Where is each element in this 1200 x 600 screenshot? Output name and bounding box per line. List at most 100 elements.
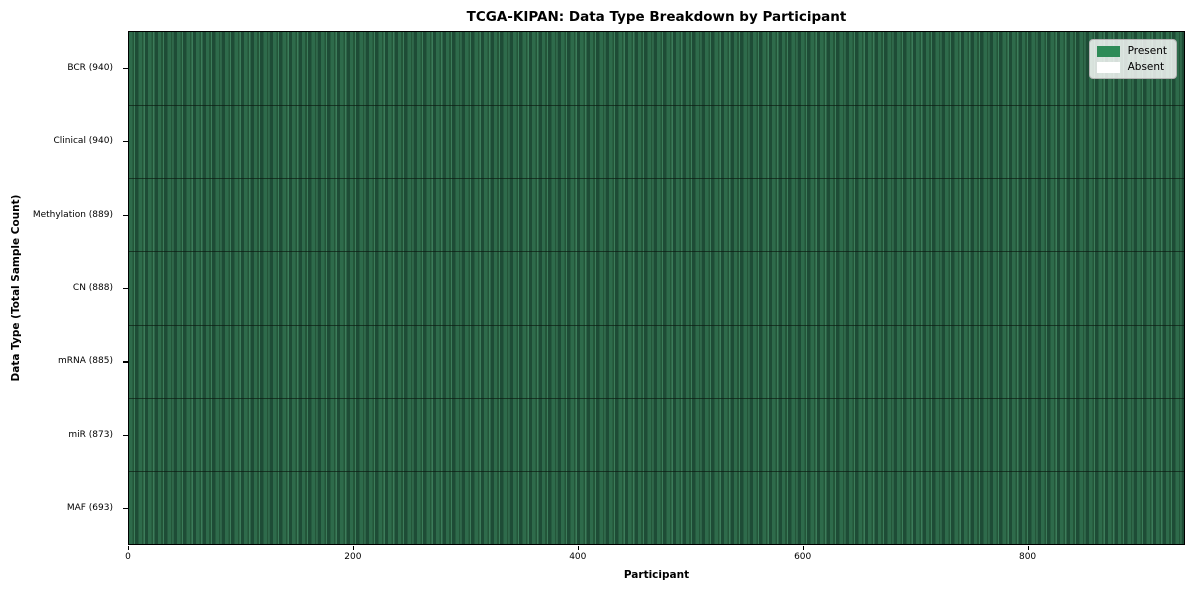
absent-stripe xyxy=(178,472,180,544)
absent-stripe xyxy=(196,252,198,324)
absent-stripe xyxy=(374,472,385,544)
absent-stripe xyxy=(1008,399,1021,471)
absent-stripe xyxy=(584,472,594,544)
absent-stripe xyxy=(555,252,557,324)
y-tick-label: mRNA (885) xyxy=(58,356,113,367)
x-tick-mark xyxy=(1027,546,1029,550)
plot-area: Present Absent xyxy=(128,31,1185,545)
absent-stripe xyxy=(826,399,828,471)
absent-stripe xyxy=(751,472,766,544)
x-tick-mark xyxy=(352,546,355,550)
absent-stripe xyxy=(479,472,481,544)
absent-stripe xyxy=(181,399,183,471)
absent-stripe xyxy=(442,472,444,544)
absent-stripe xyxy=(744,399,746,471)
absent-stripe xyxy=(821,399,823,471)
absent-stripe xyxy=(542,399,544,471)
absent-stripe xyxy=(635,326,637,398)
x-tick-label: 200 xyxy=(344,552,362,562)
absent-stripe xyxy=(199,399,201,471)
y-tick-mark xyxy=(123,434,128,437)
absent-stripe xyxy=(289,472,291,544)
legend-label-absent: Absent xyxy=(1127,61,1165,73)
heatmap-row-mir xyxy=(129,397,1184,471)
absent-stripe xyxy=(494,32,496,105)
absent-stripe xyxy=(639,472,641,544)
y-tick-label: Clinical (940) xyxy=(53,136,113,147)
absent-stripe xyxy=(1079,399,1088,471)
absent-stripe xyxy=(324,472,333,544)
absent-stripe xyxy=(782,326,784,398)
absent-stripe xyxy=(209,472,211,544)
y-tick-mark xyxy=(123,508,128,510)
y-tick-mark xyxy=(123,214,128,216)
absent-stripe xyxy=(201,472,203,544)
absent-stripe xyxy=(187,252,189,324)
absent-stripe xyxy=(1121,472,1147,544)
x-tick-mark xyxy=(128,546,130,550)
absent-stripe xyxy=(512,326,514,398)
absent-stripe xyxy=(500,179,502,251)
heatmap-row-methylation xyxy=(129,178,1184,251)
absent-stripe xyxy=(311,399,313,471)
y-tick-mark xyxy=(123,288,128,290)
absent-stripe xyxy=(1121,399,1147,471)
absent-stripe xyxy=(1079,252,1088,324)
absent-stripe xyxy=(829,472,832,544)
absent-stripe xyxy=(821,252,823,324)
absent-stripe xyxy=(362,472,371,544)
heatmap-row-cn xyxy=(129,251,1184,324)
y-tick-label: Methylation (889) xyxy=(32,209,113,220)
absent-stripe xyxy=(351,472,360,544)
absent-stripe xyxy=(589,399,591,471)
absent-stripe xyxy=(336,472,349,544)
absent-stripe xyxy=(559,472,581,544)
absent-stripe xyxy=(544,472,556,544)
absent-stripe xyxy=(1099,326,1101,398)
absent-stripe xyxy=(174,472,176,544)
absent-stripe xyxy=(1079,326,1088,398)
heatmap-row-mrna xyxy=(129,324,1184,398)
absent-stripe xyxy=(1008,179,1021,251)
y-tick-label: MAF (693) xyxy=(66,503,113,514)
absent-stripe xyxy=(615,399,617,471)
absent-stripe xyxy=(779,399,781,471)
legend-label-present: Present xyxy=(1127,45,1167,57)
y-tick-mark xyxy=(123,67,128,69)
legend-entry-present: Present xyxy=(1096,45,1167,57)
absent-stripe xyxy=(640,179,642,251)
absent-stripe xyxy=(202,399,204,471)
absent-stripe xyxy=(259,472,261,544)
legend-entry-absent: Absent xyxy=(1096,61,1167,73)
absent-stripe xyxy=(639,252,641,324)
absent-stripe xyxy=(285,472,287,544)
absent-stripe xyxy=(195,399,197,471)
absent-stripe xyxy=(821,472,827,544)
absent-stripe xyxy=(596,472,611,544)
absent-stripe xyxy=(303,472,305,544)
legend-swatch-present-icon xyxy=(1096,45,1120,57)
x-tick-label: 600 xyxy=(794,552,812,562)
absent-stripe xyxy=(628,106,630,178)
y-tick-mark xyxy=(123,361,128,363)
y-axis: BCR (940) Clinical (940) Methylation (889)… xyxy=(0,31,121,545)
absent-stripe xyxy=(276,472,278,544)
absent-stripe xyxy=(648,399,650,471)
absent-stripe xyxy=(313,472,322,544)
absent-stripe xyxy=(644,399,646,471)
y-tick-label: miR (873) xyxy=(68,429,113,440)
absent-stripe xyxy=(741,472,749,544)
absent-stripe xyxy=(297,472,299,544)
absent-stripe xyxy=(201,326,203,398)
x-tick-mark xyxy=(577,546,579,550)
y-tick-label: CN (888) xyxy=(72,283,113,293)
absent-stripe xyxy=(727,472,738,544)
absent-stripe xyxy=(1008,326,1021,398)
absent-stripe xyxy=(1008,252,1021,324)
absent-stripe xyxy=(1121,252,1147,324)
absent-stripe xyxy=(1079,179,1088,251)
absent-stripe xyxy=(279,472,281,544)
absent-stripe xyxy=(821,326,823,398)
legend-swatch-absent-icon xyxy=(1096,61,1120,73)
